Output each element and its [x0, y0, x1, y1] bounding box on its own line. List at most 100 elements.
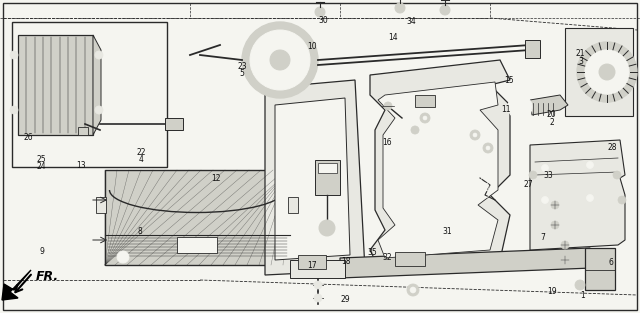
Bar [298, 255, 326, 269]
Circle shape [250, 30, 310, 90]
Text: 15: 15 [504, 76, 514, 85]
Circle shape [551, 201, 559, 209]
Text: 12: 12 [212, 174, 221, 183]
Text: 28: 28 [608, 143, 617, 152]
Text: 34: 34 [406, 17, 417, 26]
Circle shape [541, 197, 548, 203]
Text: 2: 2 [549, 118, 554, 126]
Text: 21: 21 [576, 49, 585, 58]
Text: 33: 33 [543, 172, 554, 180]
Circle shape [384, 102, 392, 110]
Circle shape [586, 162, 593, 168]
Circle shape [395, 3, 405, 13]
Circle shape [561, 256, 569, 264]
Bar [315, 160, 340, 195]
Circle shape [10, 106, 18, 114]
Text: 24: 24 [36, 162, 47, 171]
Circle shape [440, 5, 450, 15]
Circle shape [599, 64, 615, 80]
Text: 5: 5 [239, 69, 244, 78]
Polygon shape [530, 95, 568, 115]
Text: 32: 32 [382, 253, 392, 262]
Text: 31: 31 [442, 227, 452, 236]
Circle shape [314, 294, 322, 302]
Text: 25: 25 [36, 155, 47, 163]
Circle shape [315, 7, 325, 17]
Text: 4: 4 [138, 155, 143, 164]
Bar [395, 252, 425, 266]
Bar [415, 95, 435, 107]
Bar [105, 170, 290, 265]
Text: 16: 16 [382, 138, 392, 147]
Polygon shape [530, 140, 625, 250]
Circle shape [423, 116, 427, 120]
Bar [288, 197, 298, 213]
Text: 7: 7 [540, 233, 545, 242]
Bar [177, 237, 217, 253]
Circle shape [314, 281, 322, 289]
Circle shape [561, 241, 569, 249]
Circle shape [10, 51, 18, 59]
Text: 22: 22 [136, 148, 145, 157]
Bar [565, 28, 633, 116]
Text: 17: 17 [307, 261, 317, 270]
Bar [165, 118, 183, 130]
Text: 9: 9 [39, 248, 44, 256]
Circle shape [577, 42, 637, 102]
Circle shape [613, 171, 621, 179]
Circle shape [585, 50, 629, 94]
Polygon shape [93, 35, 101, 135]
Circle shape [410, 287, 416, 293]
Text: 29: 29 [340, 295, 351, 304]
Circle shape [575, 280, 585, 290]
Bar [290, 260, 345, 278]
Circle shape [95, 51, 103, 59]
Bar [318, 163, 337, 173]
Circle shape [270, 50, 290, 70]
Text: 19: 19 [547, 287, 557, 295]
Text: 1: 1 [580, 291, 585, 300]
Circle shape [618, 196, 626, 204]
Text: 6: 6 [609, 259, 614, 267]
Circle shape [117, 251, 129, 263]
Polygon shape [370, 60, 510, 270]
Bar [525, 40, 540, 58]
Circle shape [513, 100, 527, 114]
Polygon shape [2, 270, 31, 300]
Circle shape [242, 22, 318, 98]
Bar [18, 35, 93, 135]
Text: 14: 14 [388, 33, 398, 42]
Text: 30: 30 [318, 16, 328, 25]
Text: 8: 8 [137, 227, 142, 236]
Text: 20: 20 [547, 110, 557, 119]
Text: FR.: FR. [36, 269, 59, 283]
Circle shape [529, 171, 537, 179]
Circle shape [420, 113, 430, 123]
Circle shape [95, 106, 103, 114]
Circle shape [486, 146, 490, 150]
Polygon shape [340, 248, 592, 278]
Circle shape [470, 130, 480, 140]
Circle shape [483, 143, 493, 153]
Text: 26: 26 [24, 133, 34, 142]
Circle shape [586, 194, 593, 202]
Polygon shape [378, 82, 498, 258]
Text: 18: 18 [342, 257, 351, 266]
Circle shape [407, 284, 419, 296]
Polygon shape [265, 80, 365, 275]
Bar [78, 127, 88, 135]
Circle shape [319, 220, 335, 236]
Polygon shape [275, 98, 350, 260]
Circle shape [541, 165, 548, 172]
Text: 35: 35 [367, 249, 378, 257]
Text: 10: 10 [307, 42, 317, 51]
Text: 11: 11 [501, 105, 510, 114]
Text: 13: 13 [76, 162, 86, 170]
Bar [12, 22, 167, 167]
Circle shape [411, 126, 419, 134]
Circle shape [508, 95, 532, 119]
Text: 3: 3 [578, 57, 583, 65]
Circle shape [551, 221, 559, 229]
Text: 27: 27 [524, 180, 534, 188]
Bar [585, 248, 615, 290]
